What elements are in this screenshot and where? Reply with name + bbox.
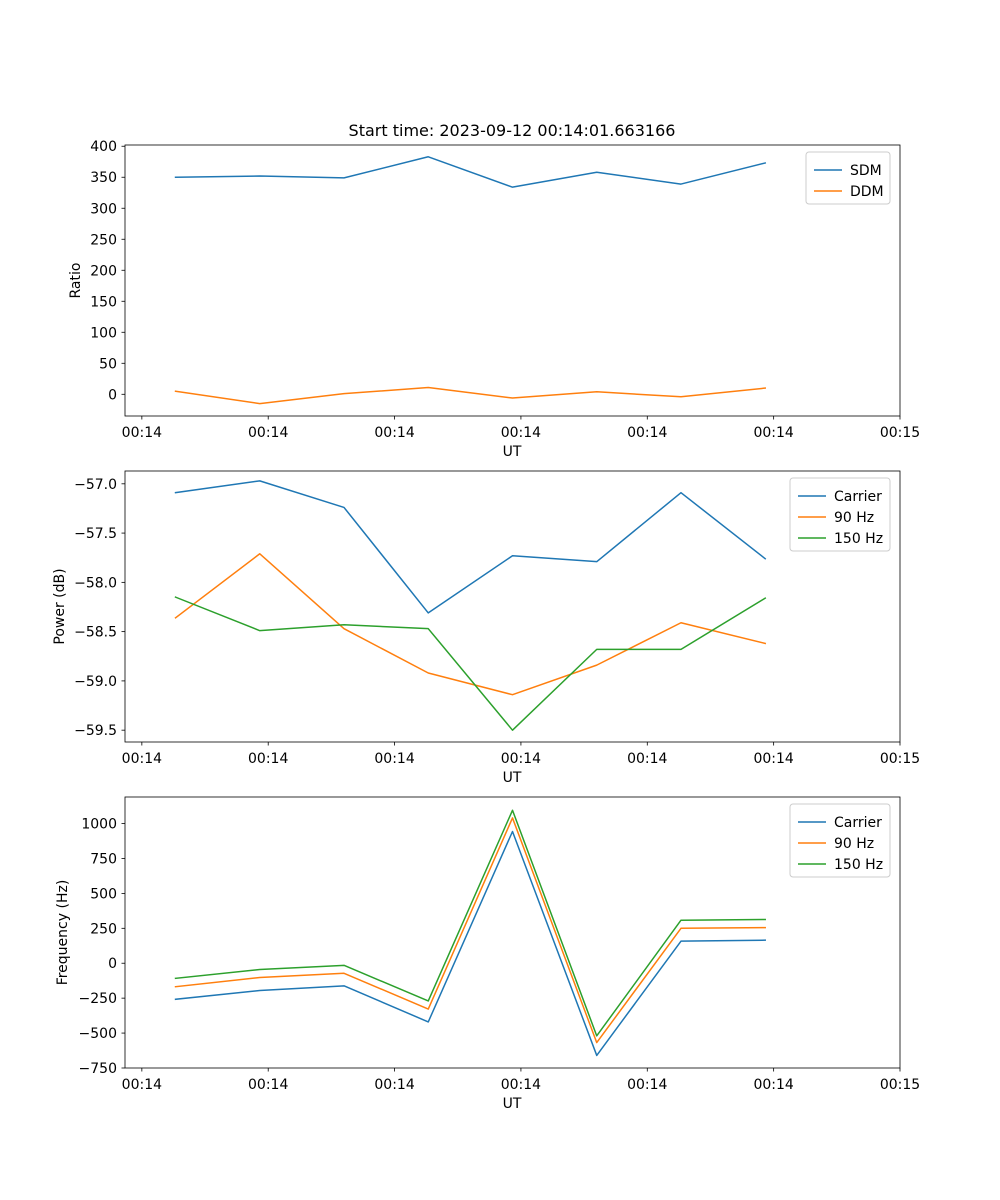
panel-0-y-tick-label: 350	[90, 170, 117, 186]
panel-2-legend-label: Carrier	[834, 815, 882, 831]
panel-2-legend-label: 150 Hz	[834, 857, 883, 873]
power-panel: 00:14 00:14 00:14 00:14 00:14 00:14 00:15 −59.5…	[52, 470, 920, 786]
panel-2-x-tick-label: 00:14	[627, 1077, 667, 1093]
panel-1-plot-area	[125, 471, 900, 742]
panel-0-x-tick-label: 00:14	[248, 425, 288, 441]
panel-1-y-axis-label: Power (dB)	[52, 568, 68, 644]
panel-0-x-tick-label: 00:15	[880, 425, 920, 441]
panel-0-x-tick-label: 00:14	[374, 425, 414, 441]
panel-0-y-tick-label: 300	[90, 201, 117, 217]
panel-0-y-axis-label: Ratio	[68, 263, 84, 299]
panel-0-series-line-ddm	[174, 386, 767, 405]
panel-1-x-tick-label: 00:14	[374, 751, 414, 767]
panel-2-series-line-90-hz	[174, 817, 766, 1044]
panel-1-x-tick-label: 00:14	[627, 751, 667, 767]
panel-0-y-tick-label: 400	[90, 139, 117, 155]
panel-2-x-tick-label: 00:14	[122, 1077, 162, 1093]
panel-0-y-tick-label: 100	[90, 325, 117, 341]
panel-2-y-tick-label: −250	[79, 991, 117, 1007]
panel-2-plot-area	[125, 797, 900, 1068]
panel-1-x-tick-label: 00:14	[753, 751, 793, 767]
panel-0-x-tick-label: 00:14	[122, 425, 162, 441]
panel-1-y-tick-label: −58.5	[74, 625, 117, 641]
panel-1-y-tick-label: −57.5	[74, 526, 117, 542]
panel-1-y-tick-label: −58.0	[74, 575, 117, 591]
chart-title: Start time: 2023-09-12 00:14:01.663166	[349, 121, 676, 140]
panel-2-x-tick-label: 00:14	[753, 1077, 793, 1093]
panel-0-legend-label: DDM	[850, 184, 884, 200]
panel-0-x-axis-label: UT	[503, 444, 522, 460]
panel-1-legend-label: Carrier	[834, 489, 882, 505]
panel-0-x-tick-label: 00:14	[753, 425, 793, 441]
panel-2-y-tick-label: 500	[90, 886, 117, 902]
panel-2-axes-frame	[124, 796, 901, 1069]
panel-1-x-tick-label: 00:14	[501, 751, 541, 767]
panel-2-x-tick-label: 00:14	[248, 1077, 288, 1093]
panel-2-x-tick-label: 00:14	[374, 1077, 414, 1093]
panel-0-x-tick-label: 00:14	[627, 425, 667, 441]
panel-2-y-tick-label: 1000	[81, 817, 117, 833]
panel-1-legend-label: 150 Hz	[834, 531, 883, 547]
panel-1-series-line-90-hz	[174, 553, 767, 696]
panel-2-y-axis-label: Frequency (Hz)	[55, 880, 71, 986]
panel-1-x-tick-label: 00:14	[248, 751, 288, 767]
panel-2-series-line-150-hz	[174, 809, 766, 1037]
panel-2-x-axis-label: UT	[503, 1096, 522, 1112]
panel-0-legend-label: SDM	[850, 163, 882, 179]
panel-0-y-tick-label: 200	[90, 263, 117, 279]
panel-0-y-tick-label: 0	[108, 387, 117, 403]
panel-1-x-axis-label: UT	[503, 770, 522, 786]
panel-0-y-tick-label: 150	[90, 294, 117, 310]
panel-1-series-line-carrier	[174, 480, 767, 614]
panel-1-y-tick-label: −59.0	[74, 674, 117, 690]
panel-0-plot-area	[125, 145, 900, 416]
panel-2-x-tick-label: 00:14	[501, 1077, 541, 1093]
panel-0-y-tick-label: 250	[90, 232, 117, 248]
frequency-panel: 00:14 00:14 00:14 00:14 00:14 00:14 00:15 −750 −…	[55, 796, 920, 1112]
panel-0-axes-frame	[124, 144, 901, 417]
panel-0-x-tick-label: 00:14	[501, 425, 541, 441]
panel-1-y-tick-label: −57.0	[74, 477, 117, 493]
panel-2-y-tick-label: 0	[108, 956, 117, 972]
panel-1-legend-label: 90 Hz	[834, 510, 874, 526]
panel-1-series-line-150-hz	[174, 596, 767, 731]
panel-0-y-tick-label: 50	[99, 356, 117, 372]
panel-1-axes-frame	[124, 470, 901, 743]
panel-2-legend-label: 90 Hz	[834, 836, 874, 852]
panel-2-y-tick-label: 250	[90, 921, 117, 937]
panel-1-y-tick-label: −59.5	[74, 723, 117, 739]
panel-1-x-tick-label: 00:14	[122, 751, 162, 767]
panel-0-series-line-sdm	[174, 156, 767, 188]
panel-2-y-tick-label: 750	[90, 851, 117, 867]
panel-1-x-tick-label: 00:15	[880, 751, 920, 767]
panel-2-y-tick-label: −750	[79, 1061, 117, 1077]
ratio-panel: 00:14 00:14 00:14 00:14 00:14 00:14 00:15 0 50 10…	[68, 139, 920, 460]
panel-2-series-line-carrier	[174, 830, 766, 1057]
panel-2-y-tick-label: −500	[79, 1026, 117, 1042]
panel-2-x-tick-label: 00:15	[880, 1077, 920, 1093]
